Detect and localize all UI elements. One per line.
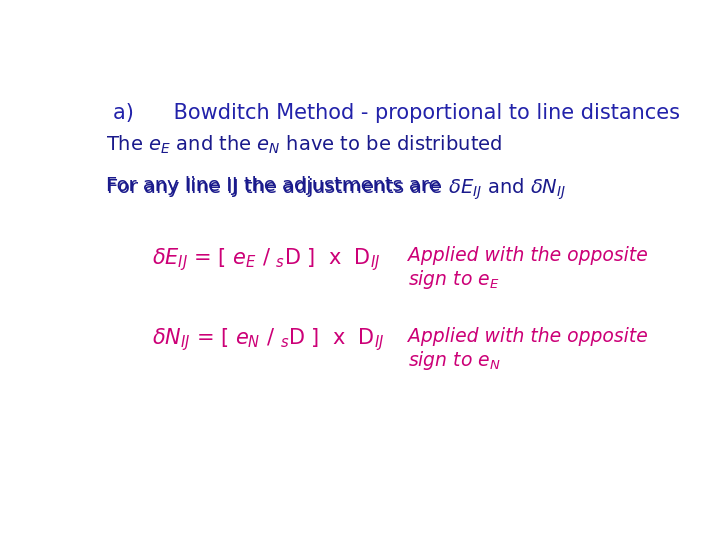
Text: $\delta E_{IJ}$ = [ $e_E$ / $_s$D ]  x  D$_{IJ}$: $\delta E_{IJ}$ = [ $e_E$ / $_s$D ] x D$… [152,246,380,273]
Text: The $e_E$ and the $e_N$ have to be distributed: The $e_E$ and the $e_N$ have to be distr… [106,134,502,157]
Text: For any line IJ the adjustments are: For any line IJ the adjustments are [106,177,446,195]
Text: For any line IJ the adjustments are $\delta E_{IJ}$ and $\delta N_{IJ}$: For any line IJ the adjustments are $\de… [106,177,566,202]
Text: a)      Bowditch Method - proportional to line distances: a) Bowditch Method - proportional to lin… [113,103,680,123]
Text: Applied with the opposite
sign to $e_E$: Applied with the opposite sign to $e_E$ [408,246,647,291]
Text: $\delta N_{IJ}$ = [ $e_N$ / $_s$D ]  x  D$_{IJ}$: $\delta N_{IJ}$ = [ $e_N$ / $_s$D ] x D$… [152,327,384,353]
Text: Applied with the opposite
sign to $e_N$: Applied with the opposite sign to $e_N$ [408,327,647,372]
